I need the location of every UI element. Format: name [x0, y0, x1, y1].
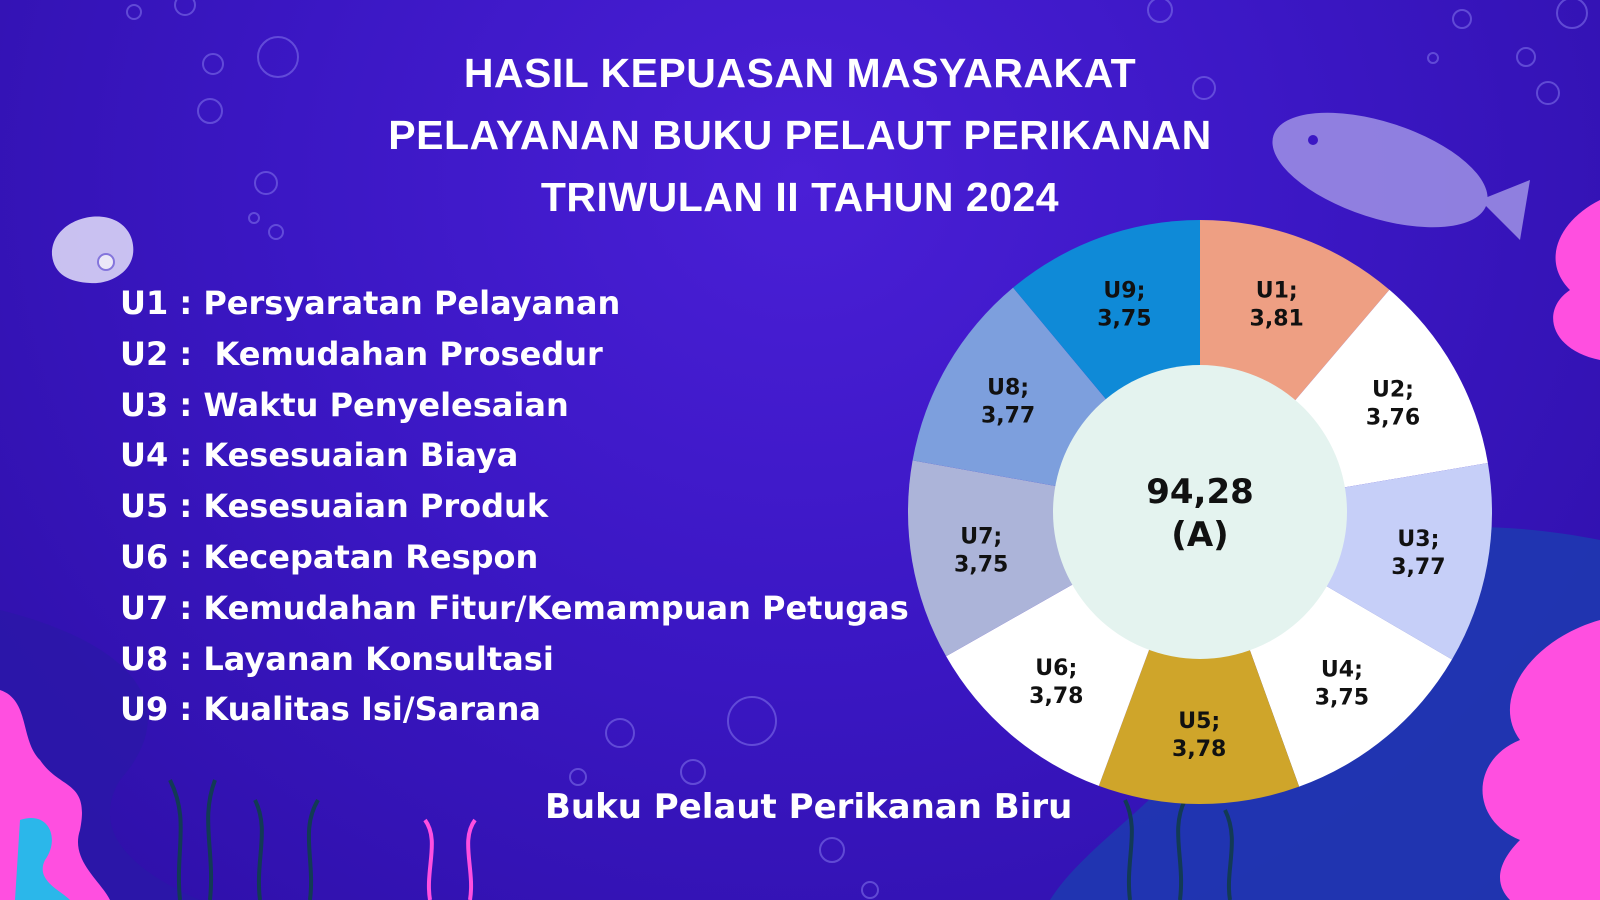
legend-item-u8: U8 : Layanan Konsultasi [120, 639, 554, 678]
legend-item-u3: U3 : Waktu Penyelesaian [120, 385, 569, 424]
bubbles [126, 0, 1588, 899]
legend-item-u7: U7 : Kemudahan Fitur/Kemampuan Petugas [120, 588, 909, 627]
donut-chart: U1; 3,81 U2; 3,76 U3; 3,77 U4; 3,75 U5; 3,78 U6; 3,… [907, 220, 1492, 805]
slice-label-u4: U4; 3,75 [1315, 658, 1369, 711]
center-score: 94,28 [1146, 472, 1254, 512]
slice-label-u6: U6; 3,78 [1029, 656, 1083, 709]
footer-caption: Buku Pelaut Perikanan Biru [545, 787, 1073, 827]
legend-item-u6: U6 : Kecepatan Respon [120, 537, 539, 576]
legend-item-u1: U1 : Persyaratan Pelayanan [120, 284, 621, 322]
legend-item-u2: U2 : Kemudahan Prosedur [120, 334, 603, 373]
slice-label-u9: U9; 3,75 [1097, 278, 1151, 331]
slice-label-u5: U5; 3,78 [1172, 709, 1226, 762]
seaweed-left [0, 690, 110, 900]
legend-item-u5: U5 : Kesesuaian Produk [120, 487, 549, 526]
title-line-3: TRIWULAN II TAHUN 2024 [540, 174, 1060, 220]
slice-label-u3: U3; 3,77 [1391, 527, 1445, 580]
legend: U1 : Persyaratan Pelayanan U2 : Kemudaha… [120, 278, 909, 735]
title-line-1: HASIL KEPUASAN MASYARAKAT [463, 50, 1137, 96]
seaweed-bottom [168, 779, 1234, 900]
page-title: HASIL KEPUASAN MASYARAKAT PELAYANAN BUKU… [300, 42, 1300, 228]
center-circle [1053, 365, 1347, 659]
fish-icon [1272, 112, 1530, 240]
title-line-2: PELAYANAN BUKU PELAUT PERIKANAN [388, 112, 1212, 158]
legend-item-u4: U4 : Kesesuaian Biaya [120, 436, 519, 475]
center-grade: (A) [1171, 515, 1228, 555]
seaweed-right [1482, 200, 1600, 900]
chart-labels: U1; 3,81 U2; 3,76 U3; 3,77 U4; 3,75 U5; 3,78 U6; 3,… [954, 278, 1445, 762]
slice-label-u1: U1; 3,81 [1250, 279, 1304, 332]
slice-label-u2: U2; 3,76 [1366, 377, 1420, 430]
legend-item-u9: U9 : Kualitas Isi/Sarana [120, 690, 541, 729]
slice-label-u7: U7; 3,75 [954, 524, 1008, 577]
slice-label-u8: U8; 3,77 [981, 375, 1035, 428]
shell-icon [51, 216, 134, 284]
